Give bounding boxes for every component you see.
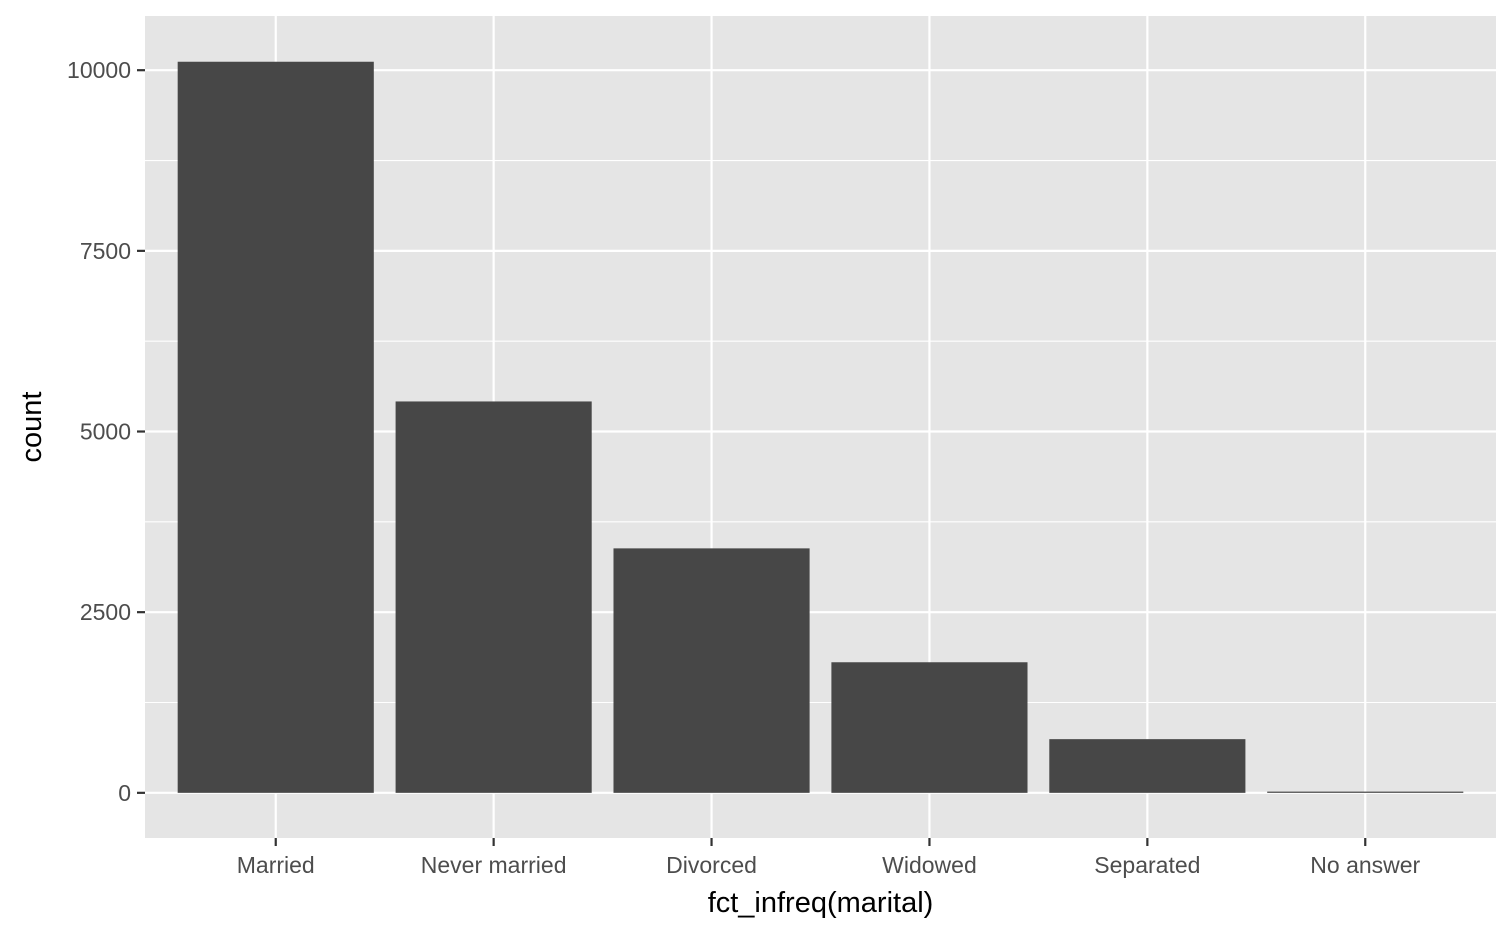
x-tick-label: Separated bbox=[1094, 852, 1200, 878]
bar-married bbox=[177, 61, 374, 793]
bar-never-married bbox=[395, 401, 592, 793]
bar-separated bbox=[1049, 739, 1246, 793]
y-tick-label: 2500 bbox=[80, 599, 131, 625]
bars bbox=[177, 61, 1464, 793]
y-tick-label: 5000 bbox=[80, 419, 131, 445]
y-tick-label: 0 bbox=[118, 780, 131, 806]
bar-widowed bbox=[831, 662, 1028, 793]
bar-no-answer bbox=[1267, 791, 1464, 793]
x-tick-label: Divorced bbox=[666, 852, 757, 878]
x-axis: Married Never married Divorced Widowed Separ… bbox=[237, 838, 1421, 878]
x-tick-label: Married bbox=[237, 852, 315, 878]
y-tick-label: 10000 bbox=[67, 57, 131, 83]
y-axis: 0 2500 5000 7500 10000 bbox=[67, 57, 145, 806]
y-axis-title: count bbox=[16, 392, 48, 463]
y-tick-label: 7500 bbox=[80, 238, 131, 264]
x-tick-label: No answer bbox=[1310, 852, 1420, 878]
x-tick-label: Widowed bbox=[882, 852, 977, 878]
x-tick-label: Never married bbox=[421, 852, 567, 878]
bar-divorced bbox=[613, 548, 810, 793]
x-axis-title: fct_infreq(marital) bbox=[708, 887, 934, 919]
